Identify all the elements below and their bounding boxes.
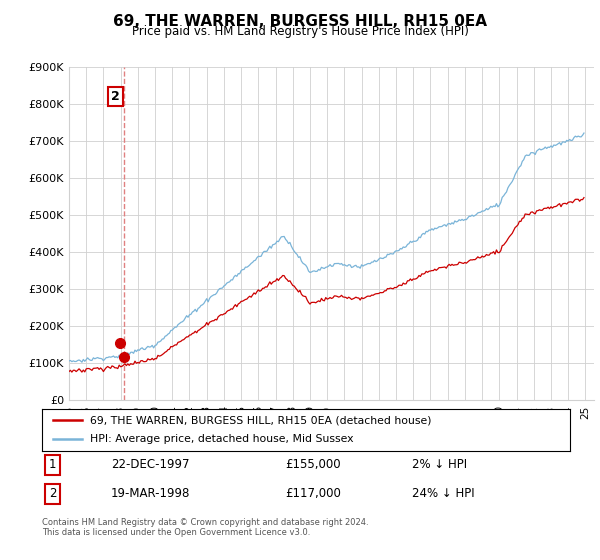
Text: 22-DEC-1997: 22-DEC-1997	[110, 458, 189, 472]
Text: 69, THE WARREN, BURGESS HILL, RH15 0EA (detached house): 69, THE WARREN, BURGESS HILL, RH15 0EA (…	[89, 415, 431, 425]
Text: £117,000: £117,000	[285, 487, 341, 501]
Text: 69, THE WARREN, BURGESS HILL, RH15 0EA: 69, THE WARREN, BURGESS HILL, RH15 0EA	[113, 14, 487, 29]
Text: £155,000: £155,000	[285, 458, 341, 472]
Text: Price paid vs. HM Land Registry's House Price Index (HPI): Price paid vs. HM Land Registry's House …	[131, 25, 469, 38]
Text: 24% ↓ HPI: 24% ↓ HPI	[412, 487, 474, 501]
Text: HPI: Average price, detached house, Mid Sussex: HPI: Average price, detached house, Mid …	[89, 434, 353, 444]
Text: 2% ↓ HPI: 2% ↓ HPI	[412, 458, 467, 472]
Text: 2: 2	[49, 487, 56, 501]
Text: 2: 2	[111, 90, 120, 103]
Text: 19-MAR-1998: 19-MAR-1998	[110, 487, 190, 501]
Text: 1: 1	[49, 458, 56, 472]
Text: Contains HM Land Registry data © Crown copyright and database right 2024.
This d: Contains HM Land Registry data © Crown c…	[42, 518, 368, 538]
